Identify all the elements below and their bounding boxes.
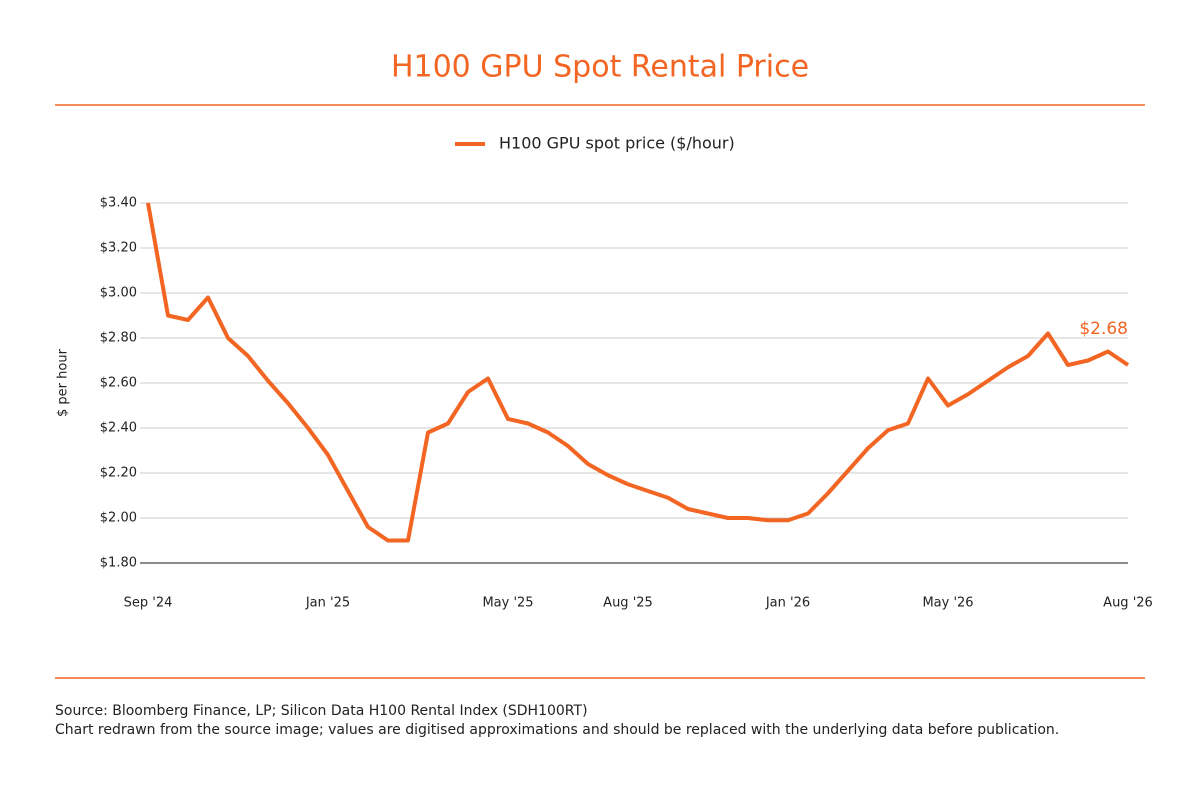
source: Source: Bloomberg Finance, LP; Silicon D… [55,703,588,719]
y-tick-label: $1.80 [100,556,137,571]
x-tick-label: May '25 [482,596,533,611]
y-tick-label: $2.00 [100,511,137,526]
y-tick-label: $2.60 [100,376,137,391]
x-tick-label: Jan '25 [305,596,350,611]
x-tick-label: Jan '26 [765,596,810,611]
x-tick-label: Sep '24 [124,596,173,611]
line [146,202,1130,543]
x-tick-label: May '26 [922,596,973,611]
chart-title: H100 GPU Spot Rental Price [391,50,809,85]
y-tick-label: $2.80 [100,331,137,346]
y-tick-label: $3.00 [100,286,137,301]
note: Chart redrawn from the source image; val… [55,722,1059,738]
y-tick-label: $2.20 [100,466,137,481]
legend-label: H100 GPU spot price ($/hour) [499,134,735,153]
x-tick-label: Aug '26 [1103,596,1153,611]
y-tick-label: $3.20 [100,241,137,256]
x-tick-label: Aug '25 [603,596,653,611]
value-label: $2.68 [1079,319,1128,339]
y-tick-label: $3.40 [100,196,137,211]
y-tick-label: $2.40 [100,421,137,436]
y-axis-label: $ per hour [56,348,71,417]
